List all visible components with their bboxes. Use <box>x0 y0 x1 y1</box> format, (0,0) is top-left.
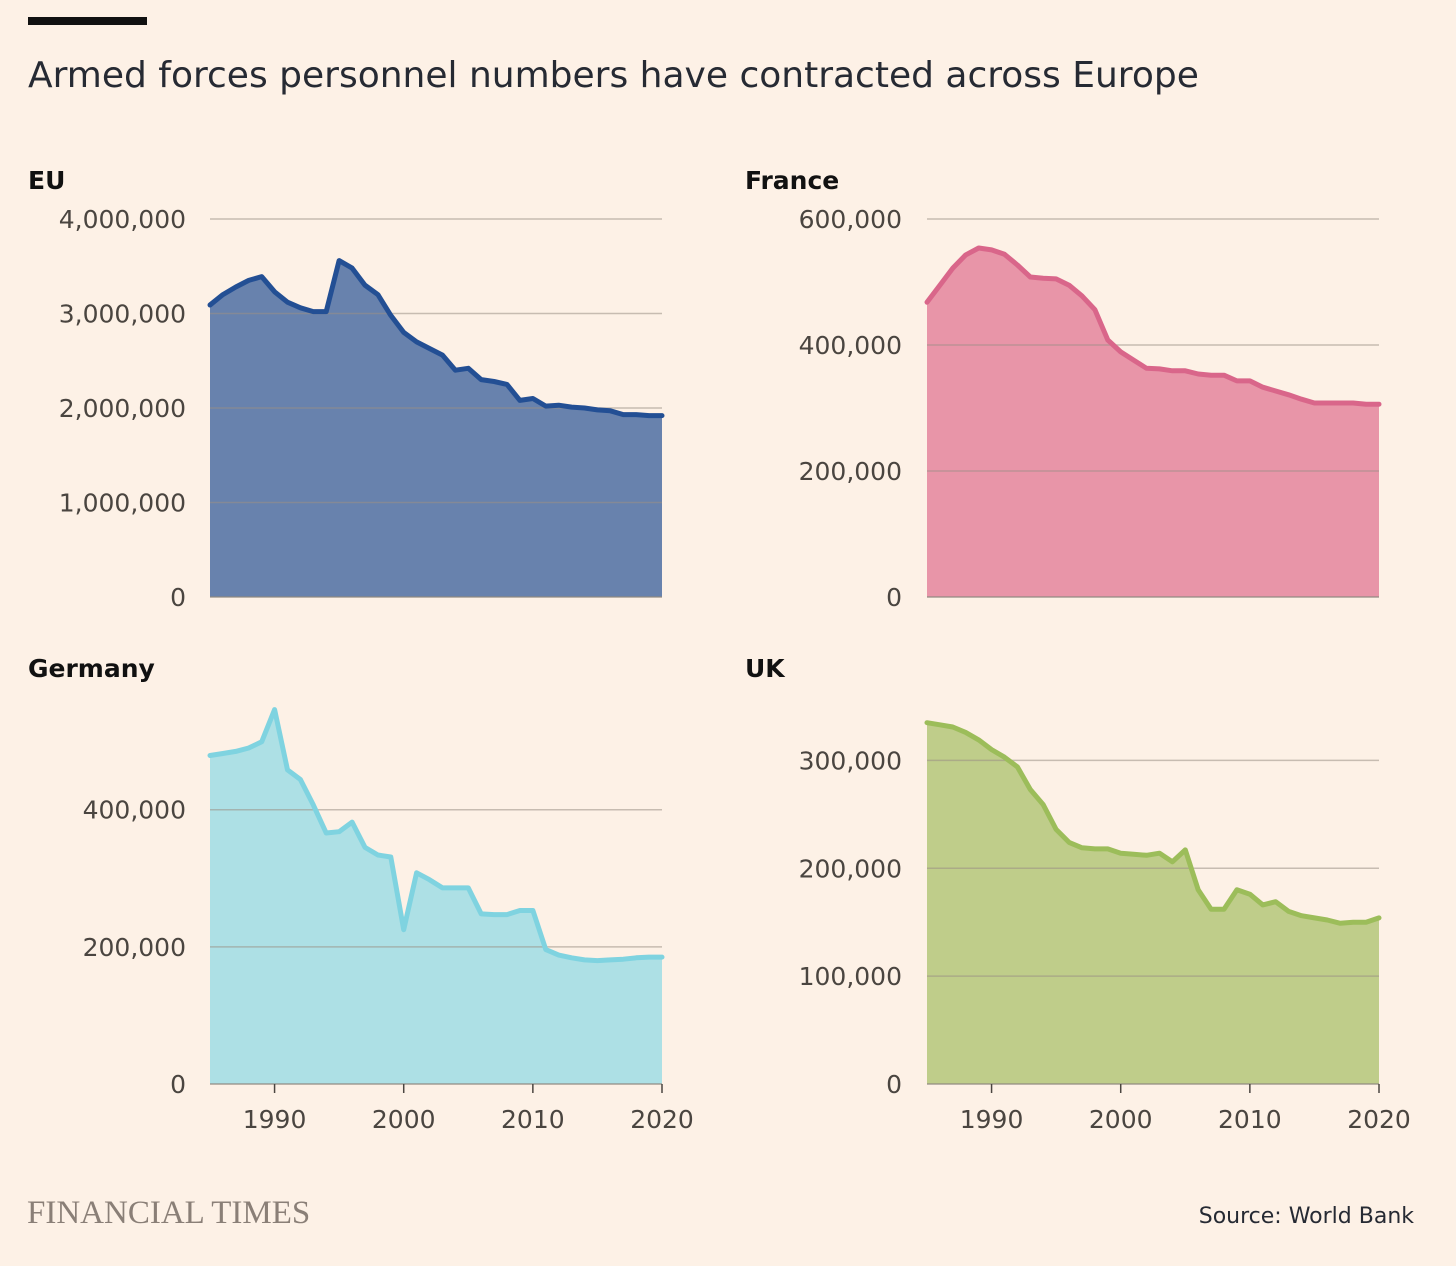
chart-title: Armed forces personnel numbers have cont… <box>28 55 1199 96</box>
y-tick-label: 200,000 <box>799 457 902 486</box>
y-tick-label: 2,000,000 <box>59 394 186 423</box>
y-tick-label: 1,000,000 <box>59 489 186 518</box>
y-tick-label: 0 <box>886 1070 902 1099</box>
x-tick-label: 2000 <box>1089 1105 1153 1134</box>
ft-title-bar <box>28 17 147 25</box>
x-tick-label: 1990 <box>243 1105 307 1134</box>
x-tick-label: 2000 <box>372 1105 436 1134</box>
y-tick-label: 200,000 <box>83 933 186 962</box>
financial-times-logo: FINANCIAL TIMES <box>27 1195 310 1231</box>
area-fill <box>210 709 662 1084</box>
panel-uk: UK 0 100,000 200,000 300,000 1990 2000 2010 2020 <box>745 654 1411 1134</box>
panel-title: EU <box>28 166 65 195</box>
panel-germany: Germany 0 200,000 400,000 1990 2000 2010 2020 <box>28 654 694 1134</box>
y-tick-label: 400,000 <box>799 331 902 360</box>
x-tick-label: 2010 <box>1218 1105 1282 1134</box>
y-tick-label: 400,000 <box>83 796 186 825</box>
y-tick-label: 0 <box>170 583 186 612</box>
y-tick-label: 0 <box>886 583 902 612</box>
panel-france: France 0 200,000 400,000 600,000 <box>745 166 1382 612</box>
x-tick-label: 2010 <box>501 1105 565 1134</box>
y-tick-label: 4,000,000 <box>59 205 186 234</box>
x-tick-label: 2020 <box>630 1105 694 1134</box>
y-tick-label: 200,000 <box>799 854 902 883</box>
area-fill <box>927 248 1379 597</box>
series-line <box>207 258 665 419</box>
panel-eu: EU 0 1,000,000 2,000,000 3,000,000 4,000,000 <box>28 166 665 612</box>
y-tick-label: 0 <box>170 1070 186 1099</box>
series-line <box>924 720 1382 926</box>
panel-title: Germany <box>28 654 155 683</box>
panel-title: France <box>745 166 839 195</box>
x-tick-label: 2020 <box>1347 1105 1411 1134</box>
y-tick-label: 300,000 <box>799 746 902 775</box>
area-fill <box>210 260 662 597</box>
series-line <box>207 707 665 964</box>
y-tick-label: 3,000,000 <box>59 300 186 329</box>
panel-title: UK <box>745 654 786 683</box>
area-fill <box>927 722 1379 1084</box>
series-line <box>924 245 1382 407</box>
y-tick-label: 600,000 <box>799 205 902 234</box>
x-tick-label: 1990 <box>960 1105 1024 1134</box>
y-tick-label: 100,000 <box>799 962 902 991</box>
source-note: Source: World Bank <box>1199 1204 1415 1229</box>
